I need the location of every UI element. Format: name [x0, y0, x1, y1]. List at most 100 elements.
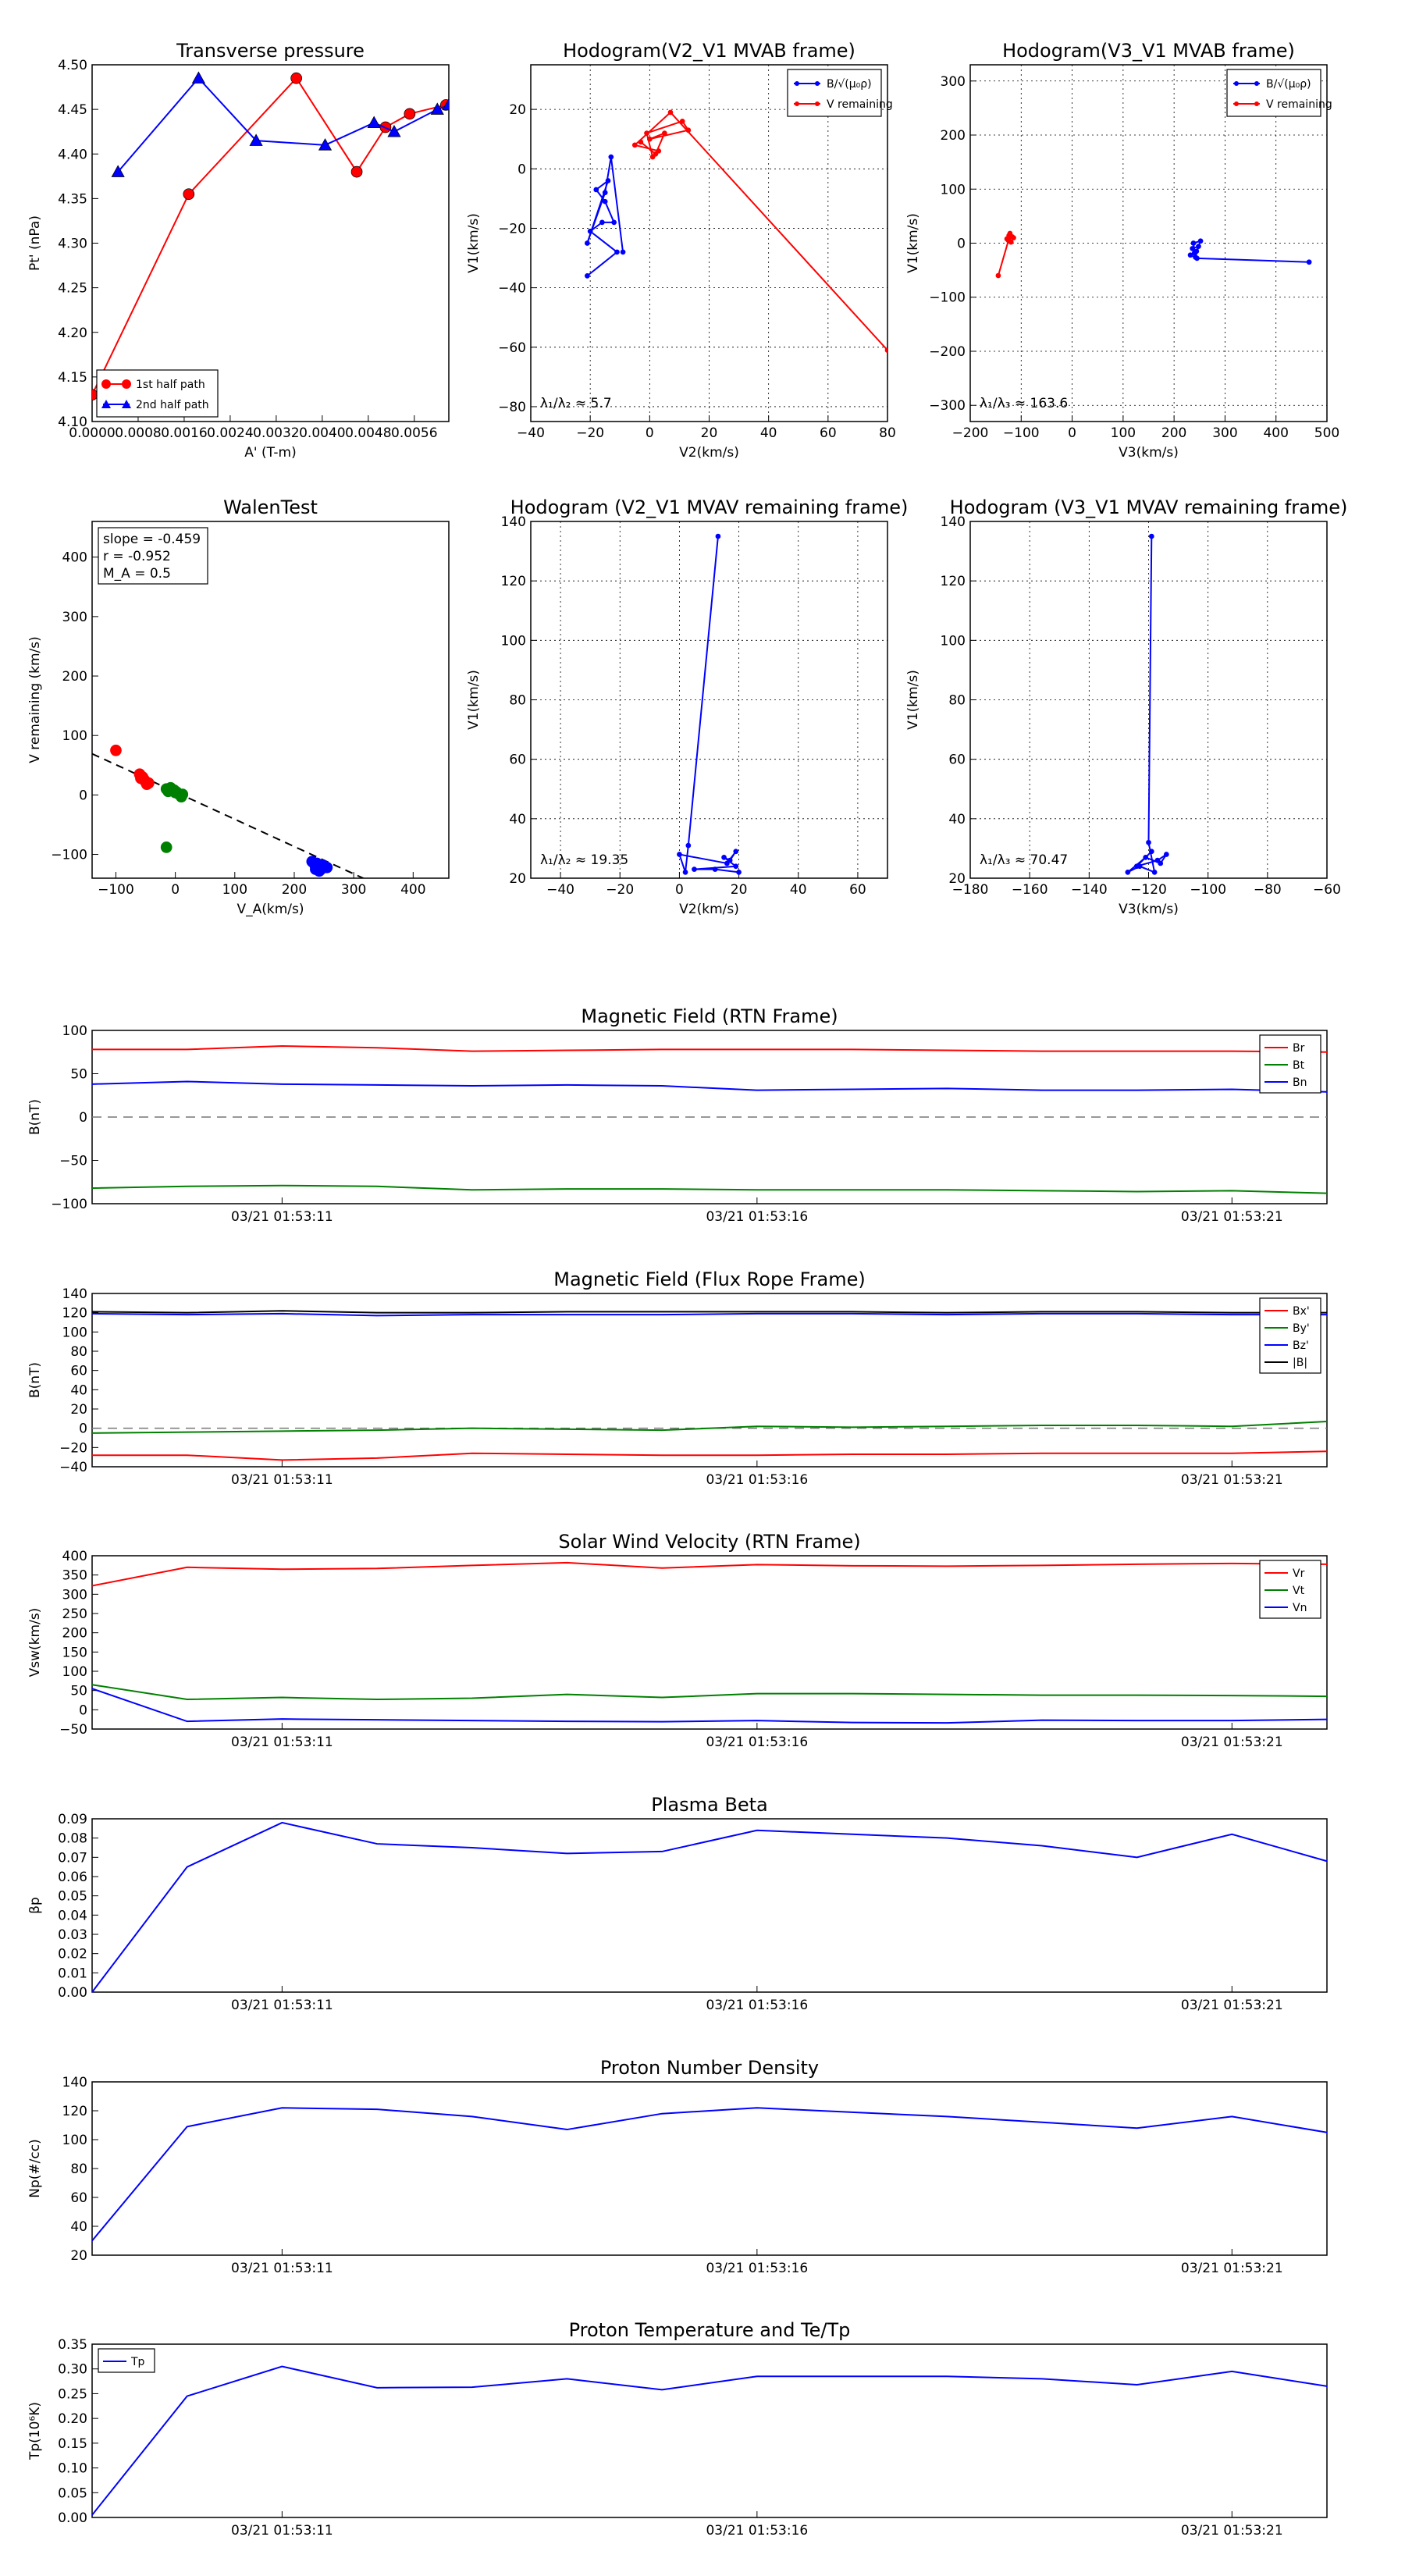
data-point: [176, 788, 189, 800]
series-line-1: [117, 76, 449, 173]
y-tick-label: 400: [62, 550, 87, 566]
y-tick-label: −20: [498, 221, 526, 237]
x-tick-label: 03/21 01:53:16: [706, 1209, 808, 1225]
y-tick-label: 120: [941, 574, 966, 589]
y-tick-label: 0.10: [58, 2461, 87, 2477]
x-tick-label: 80: [879, 425, 896, 441]
legend-marker: [1234, 81, 1239, 86]
y-tick-label: 0.03: [58, 1927, 87, 1943]
panel-p2: Hodogram(V2_V1 MVAB frame) −40 −20 0 20 40 60 8…: [466, 40, 896, 461]
x-tick-label: 03/21 01:53:21: [1181, 2523, 1283, 2539]
data-point: [160, 841, 173, 853]
x-tick-label: 0.0048: [345, 425, 391, 441]
y-tick-label: 140: [62, 2075, 87, 2090]
data-point: [404, 108, 416, 120]
data-point: [685, 127, 692, 133]
y-axis-label: Pt' (nPa): [27, 215, 43, 271]
x-axis-label: V_A(km/s): [237, 902, 304, 917]
legend-label: Bn: [1293, 1076, 1307, 1089]
y-axis-label: Np(#/cc): [27, 2139, 43, 2197]
y-tick-label: 40: [948, 812, 966, 827]
data-point: [679, 119, 685, 124]
y-tick-label: 0.05: [58, 2485, 87, 2501]
legend-marker: [1254, 101, 1259, 106]
y-tick-label: 0.07: [58, 1850, 87, 1866]
stats-line: r = -0.952: [103, 549, 171, 564]
data-point: [92, 389, 98, 401]
data-point: [1146, 839, 1151, 845]
x-tick-label: 03/21 01:53:11: [231, 1472, 333, 1488]
stats-line: slope = -0.459: [103, 532, 201, 547]
panel-t2: Magnetic Field (Flux Rope Frame) −40 −20 0 2…: [27, 1268, 1328, 1488]
plot-frame: [91, 1818, 1328, 1993]
data-point: [685, 842, 692, 849]
legend-label: Bx': [1293, 1305, 1310, 1318]
x-tick-label: 0: [171, 882, 180, 898]
y-tick-label: 100: [501, 633, 526, 649]
y-tick-label: −80: [498, 400, 526, 415]
legend-label: Bt: [1293, 1059, 1305, 1072]
data-point: [1154, 857, 1161, 863]
chart-title: Proton Number Density: [600, 2057, 819, 2079]
y-tick-label: 0.30: [58, 2362, 87, 2378]
data-point: [662, 130, 667, 136]
data-layer: [92, 744, 365, 878]
series-line-Bx': [92, 1450, 1328, 1461]
series-line-0: [678, 535, 739, 873]
data-point: [1163, 852, 1169, 857]
x-tick-label: 0: [1068, 425, 1076, 441]
series-line-Br: [92, 1044, 1328, 1053]
x-tick-label: 0: [675, 882, 684, 898]
x-tick-label: −40: [546, 882, 574, 898]
data-point: [387, 124, 401, 137]
chart-title: Magnetic Field (Flux Rope Frame): [553, 1268, 865, 1290]
y-tick-label: 0: [518, 162, 526, 177]
data-point: [614, 249, 620, 255]
x-tick-label: 03/21 01:53:16: [706, 1998, 808, 2013]
series-line-Vn: [91, 1688, 1328, 1724]
legend-label: Vn: [1293, 1602, 1307, 1614]
y-tick-label: 140: [62, 1286, 87, 1302]
data-point: [1306, 259, 1312, 265]
data-point: [677, 852, 682, 857]
y-tick-label: 140: [501, 514, 526, 530]
data-point: [736, 870, 742, 875]
y-tick-label: −60: [498, 340, 526, 356]
y-tick-label: 100: [62, 728, 87, 744]
y-axis-label: V1(km/s): [466, 213, 482, 273]
y-tick-label: 4.35: [58, 191, 87, 207]
y-tick-label: 4.15: [58, 370, 87, 386]
chart-title: Hodogram (V3_V1 MVAV remaining frame): [950, 496, 1348, 518]
legend-label: V remaining: [1266, 98, 1332, 111]
stats-line: M_A = 0.5: [103, 566, 171, 582]
data-point: [1148, 849, 1154, 855]
legend-label: Vr: [1293, 1567, 1305, 1580]
x-tick-label: −80: [1254, 882, 1282, 898]
y-tick-label: −50: [59, 1154, 87, 1169]
y-axis-label: V remaining (km/s): [27, 636, 43, 763]
y-tick-label: 200: [62, 669, 87, 685]
x-tick-label: 500: [1314, 425, 1339, 441]
x-tick-label: 03/21 01:53:21: [1181, 1209, 1283, 1225]
legend-label: Vt: [1293, 1585, 1305, 1597]
x-tick-label: 03/21 01:53:11: [231, 1998, 333, 2013]
data-point: [638, 139, 644, 145]
plot-frame: [91, 2343, 1328, 2518]
y-tick-label: 4.45: [58, 102, 87, 118]
data-point: [715, 533, 721, 539]
chart-title: Hodogram(V2_V1 MVAB frame): [563, 40, 855, 62]
plot-frame: [91, 1555, 1328, 1730]
x-axis-label: V3(km/s): [1119, 902, 1179, 917]
x-tick-label: 03/21 01:53:16: [706, 2523, 808, 2539]
y-tick-label: 120: [62, 2104, 87, 2119]
series-line-By': [91, 1421, 1328, 1434]
x-tick-label: 03/21 01:53:16: [706, 2261, 808, 2276]
x-tick-label: 03/21 01:53:21: [1181, 1998, 1283, 2013]
x-tick-label: 03/21 01:53:11: [231, 1735, 333, 1750]
stats-frame: [98, 527, 208, 585]
series-line-0: [91, 1821, 1328, 1993]
x-tick-label: 0.0056: [391, 425, 437, 441]
y-tick-label: 60: [948, 753, 966, 768]
y-axis-label: B(nT): [27, 1099, 43, 1135]
